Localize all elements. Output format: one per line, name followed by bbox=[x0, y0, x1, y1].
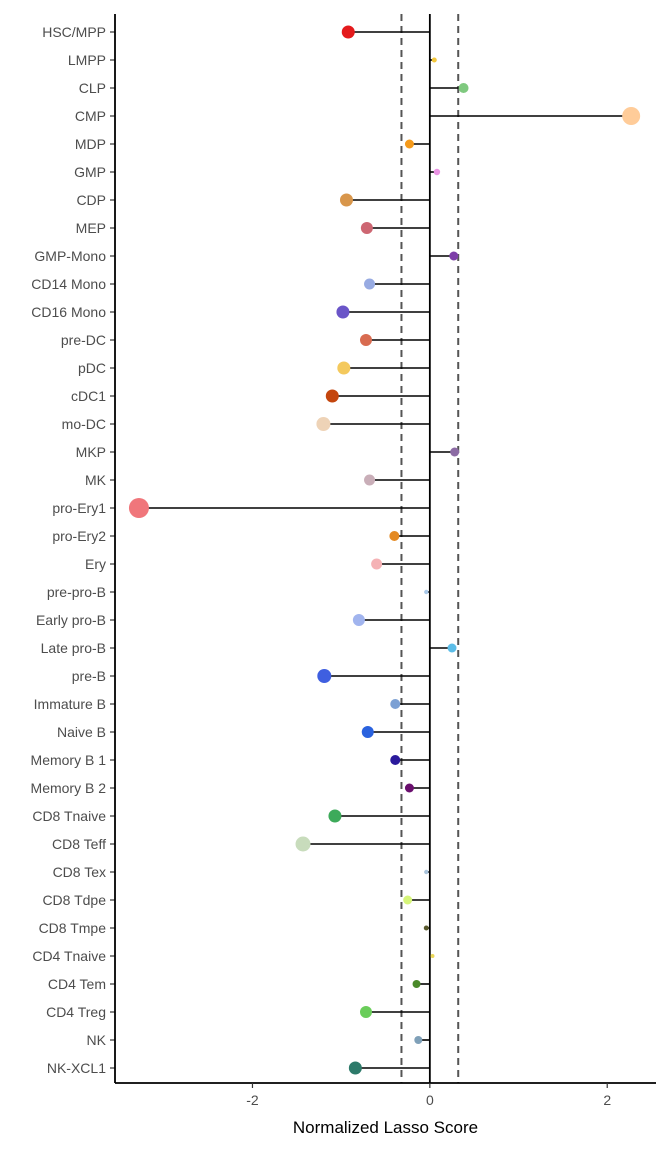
x-tick-label: 2 bbox=[603, 1092, 611, 1108]
data-point bbox=[341, 25, 355, 39]
data-point bbox=[390, 699, 401, 709]
category-label: pre-B bbox=[72, 668, 106, 684]
data-point bbox=[361, 726, 374, 738]
data-point bbox=[336, 305, 350, 319]
category-label: mo-DC bbox=[62, 416, 106, 432]
category-label: pre-pro-B bbox=[47, 584, 106, 600]
x-axis: -2 0 2 bbox=[115, 1082, 656, 1108]
category-label: Ery bbox=[85, 556, 106, 572]
data-point bbox=[328, 809, 342, 823]
category-label: CD4 Tnaive bbox=[32, 948, 106, 964]
category-label: CLP bbox=[79, 80, 106, 96]
data-point bbox=[430, 954, 435, 958]
stems bbox=[138, 31, 632, 1069]
category-label: MEP bbox=[76, 220, 106, 236]
data-point bbox=[433, 168, 441, 176]
data-point bbox=[360, 222, 373, 234]
data-point bbox=[404, 783, 414, 793]
category-label: NK bbox=[87, 1032, 107, 1048]
y-axis: HSC/MPP LMPP CLP CMP MDP GMP CDP MEP GMP-Mono CD1… bbox=[31, 14, 116, 1083]
data-point bbox=[403, 895, 413, 905]
data-point bbox=[449, 251, 459, 261]
data-point bbox=[348, 1061, 362, 1075]
category-label: CD8 Teff bbox=[52, 836, 106, 852]
data-point bbox=[339, 193, 353, 207]
data-point bbox=[447, 643, 457, 653]
category-label: CD8 Tmpe bbox=[39, 920, 107, 936]
category-label: CD14 Mono bbox=[31, 276, 106, 292]
category-label: CD8 Tdpe bbox=[42, 892, 106, 908]
category-label: pDC bbox=[78, 360, 106, 376]
category-label: CD8 Tex bbox=[53, 864, 106, 880]
category-label: NK-XCL1 bbox=[47, 1060, 106, 1076]
data-point bbox=[424, 869, 429, 875]
data-point bbox=[404, 139, 414, 149]
category-label: CD4 Tem bbox=[48, 976, 106, 992]
category-label: CMP bbox=[75, 108, 106, 124]
category-label: pre-DC bbox=[61, 332, 106, 348]
data-point bbox=[431, 57, 437, 63]
reference-lines bbox=[400, 14, 460, 1083]
category-label: Immature B bbox=[34, 696, 106, 712]
data-point bbox=[128, 498, 149, 518]
data-point bbox=[364, 278, 376, 290]
data-point bbox=[458, 83, 469, 93]
category-label: cDC1 bbox=[71, 388, 106, 404]
data-point bbox=[337, 361, 351, 375]
category-label: pro-Ery1 bbox=[52, 500, 106, 516]
category-label: MK bbox=[85, 472, 107, 488]
category-label: CD4 Treg bbox=[46, 1004, 106, 1020]
x-tick-label: -2 bbox=[246, 1092, 259, 1108]
data-point bbox=[316, 417, 331, 431]
category-label: pro-Ery2 bbox=[52, 528, 106, 544]
category-label: MKP bbox=[76, 444, 106, 460]
data-point bbox=[325, 389, 339, 403]
data-point bbox=[414, 1036, 423, 1044]
data-point bbox=[450, 447, 460, 457]
category-label: CD16 Mono bbox=[31, 304, 106, 320]
category-label: HSC/MPP bbox=[42, 24, 106, 40]
category-label: GMP-Mono bbox=[34, 248, 106, 264]
data-point bbox=[317, 669, 332, 683]
data-point bbox=[622, 107, 641, 125]
data-point bbox=[364, 474, 376, 486]
data-point bbox=[390, 755, 401, 765]
category-label: CDP bbox=[76, 192, 106, 208]
data-point bbox=[412, 980, 421, 988]
category-label: LMPP bbox=[68, 52, 106, 68]
category-label: MDP bbox=[75, 136, 106, 152]
category-label: GMP bbox=[74, 164, 106, 180]
data-point bbox=[371, 558, 383, 570]
data-point bbox=[359, 1006, 372, 1018]
x-tick-label: 0 bbox=[426, 1092, 434, 1108]
data-point bbox=[389, 531, 400, 541]
data-point bbox=[352, 614, 365, 626]
data-point bbox=[359, 334, 372, 346]
category-label: Memory B 2 bbox=[31, 780, 107, 796]
data-point bbox=[423, 925, 429, 931]
data-point bbox=[424, 589, 429, 595]
dots bbox=[128, 25, 641, 1075]
category-label: Memory B 1 bbox=[31, 752, 107, 768]
category-label: Naive B bbox=[57, 724, 106, 740]
data-point bbox=[295, 836, 311, 852]
category-label: Early pro-B bbox=[36, 612, 106, 628]
x-axis-title: Normalized Lasso Score bbox=[293, 1118, 478, 1137]
category-label: Late pro-B bbox=[41, 640, 106, 656]
category-label: CD8 Tnaive bbox=[32, 808, 106, 824]
